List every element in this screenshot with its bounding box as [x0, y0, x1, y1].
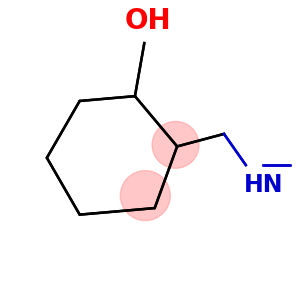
- Circle shape: [152, 122, 199, 168]
- Text: HN: HN: [244, 173, 284, 197]
- Text: OH: OH: [124, 7, 171, 35]
- Circle shape: [120, 171, 170, 220]
